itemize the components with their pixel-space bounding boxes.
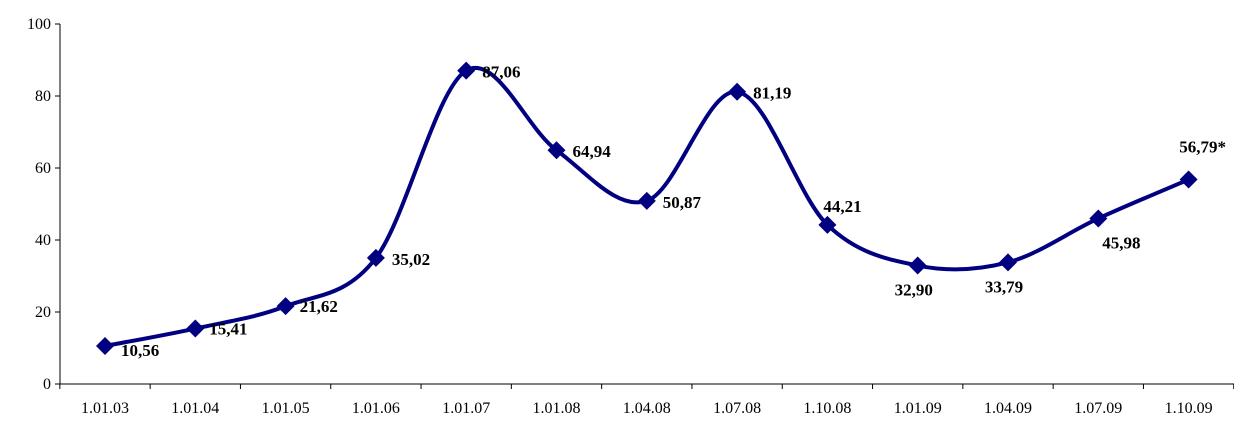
data-label: 32,90 [895, 281, 933, 300]
data-label: 45,98 [1102, 233, 1140, 252]
x-tick-label: 1.10.09 [1165, 400, 1213, 417]
x-tick-label: 1.01.06 [352, 400, 400, 417]
y-tick-label: 80 [35, 88, 51, 105]
data-point-marker [728, 82, 747, 101]
data-point-marker [96, 336, 114, 355]
x-tick-label: 1.04.08 [623, 400, 671, 417]
x-tick-label: 1.01.03 [81, 400, 129, 417]
x-tick-label: 1.01.08 [533, 400, 581, 417]
x-tick-label: 1.10.08 [803, 400, 851, 417]
x-tick-label: 1.04.09 [984, 400, 1032, 417]
y-tick-label: 60 [35, 160, 51, 177]
data-point-marker [366, 248, 385, 267]
data-label: 21,62 [300, 297, 338, 316]
data-point-marker [186, 319, 205, 338]
x-axis: 1.01.03 1.01.04 1.01.05 1.01.06 1.01.07 1.01.… [59, 383, 1234, 417]
data-label: 64,94 [573, 142, 612, 161]
data-label: 81,19 [753, 84, 791, 103]
data-label: 50,87 [663, 193, 702, 212]
x-tick-label: 1.07.09 [1074, 400, 1122, 417]
data-point-marker [276, 297, 295, 316]
data-label: 33,79 [985, 277, 1023, 296]
data-point-marker [547, 141, 566, 160]
data-point-marker [908, 256, 927, 275]
y-tick-label: 20 [35, 304, 51, 321]
data-point-marker [457, 61, 476, 80]
data-label: 44,21 [823, 197, 861, 216]
data-label: 15,41 [209, 320, 247, 339]
y-tick-label: 100 [27, 16, 51, 33]
x-tick-label: 1.01.04 [171, 400, 219, 417]
y-axis: 0 20 40 60 80 100 [27, 16, 61, 393]
data-label: 87,06 [482, 63, 520, 82]
data-point-marker [999, 253, 1017, 272]
data-point-marker [1179, 170, 1198, 189]
x-tick-label: 1.01.05 [262, 400, 310, 417]
data-point-marker [1089, 209, 1108, 228]
data-labels: 10,56 15,41 21,62 35,02 87,06 64,94 50,87 81,19… [121, 63, 1226, 360]
data-label: 56,79* [1179, 138, 1226, 157]
x-tick-label: 1.01.07 [442, 400, 490, 417]
data-label: 10,56 [121, 341, 159, 360]
x-tick-label: 1.07.08 [713, 400, 761, 417]
x-tick-label: 1.01.09 [894, 400, 942, 417]
data-label: 35,02 [392, 250, 430, 269]
data-point-marker [637, 191, 656, 210]
y-tick-label: 40 [35, 232, 51, 249]
data-point-marker [818, 215, 837, 234]
data-markers [96, 61, 1198, 355]
y-tick-label: 0 [43, 376, 51, 393]
